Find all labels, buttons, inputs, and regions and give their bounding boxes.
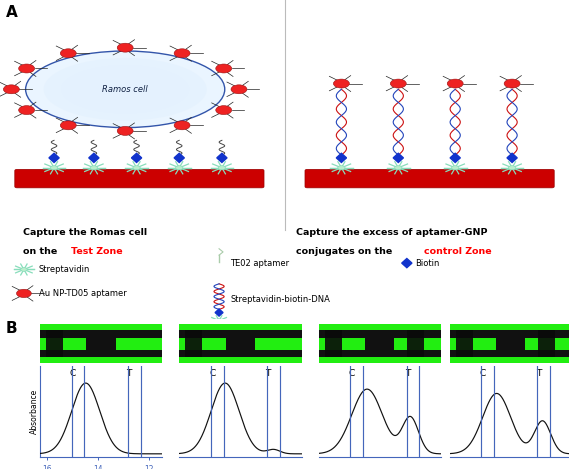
Circle shape — [117, 127, 133, 136]
Bar — [40, 349, 162, 357]
Circle shape — [117, 43, 133, 52]
Text: Streptavidin-biotin-DNA: Streptavidin-biotin-DNA — [230, 295, 331, 304]
Text: on the: on the — [23, 247, 60, 256]
Circle shape — [60, 121, 76, 130]
Circle shape — [231, 85, 247, 94]
Bar — [179, 349, 302, 357]
Text: Capture the excess of aptamer-GNP: Capture the excess of aptamer-GNP — [296, 228, 488, 237]
Text: Test Zone: Test Zone — [71, 247, 123, 256]
Text: TE02 aptamer: TE02 aptamer — [230, 258, 290, 268]
Text: T: T — [405, 370, 410, 378]
Polygon shape — [131, 153, 142, 162]
Circle shape — [216, 319, 222, 322]
Bar — [407, 330, 424, 357]
Text: T: T — [126, 370, 131, 378]
Polygon shape — [507, 153, 517, 162]
Bar — [86, 330, 116, 357]
Circle shape — [133, 166, 140, 170]
Circle shape — [452, 166, 459, 170]
Text: Ramos cell: Ramos cell — [102, 85, 148, 94]
Text: control Zone: control Zone — [424, 247, 492, 256]
Polygon shape — [402, 258, 412, 268]
Circle shape — [174, 121, 190, 130]
Bar — [450, 349, 569, 357]
Text: B: B — [6, 321, 18, 336]
Polygon shape — [215, 309, 223, 316]
Circle shape — [90, 166, 97, 170]
Circle shape — [509, 166, 516, 170]
Text: C: C — [209, 370, 216, 378]
Text: C: C — [70, 370, 76, 378]
Bar — [456, 330, 473, 357]
Bar — [226, 330, 255, 357]
Circle shape — [504, 79, 520, 88]
FancyBboxPatch shape — [15, 169, 264, 188]
Circle shape — [176, 166, 183, 170]
Polygon shape — [393, 153, 403, 162]
Circle shape — [447, 79, 463, 88]
Bar — [538, 330, 555, 357]
Circle shape — [218, 166, 225, 170]
Polygon shape — [217, 153, 227, 162]
Text: Au NP-TD05 aptamer: Au NP-TD05 aptamer — [39, 289, 126, 298]
Bar — [319, 330, 441, 338]
Text: Capture the Romas cell: Capture the Romas cell — [23, 228, 147, 237]
Ellipse shape — [44, 58, 207, 121]
Circle shape — [19, 106, 35, 114]
Circle shape — [390, 79, 406, 88]
Bar — [496, 330, 525, 357]
Text: Streptavidin: Streptavidin — [39, 265, 90, 274]
Text: T: T — [535, 370, 541, 378]
Polygon shape — [450, 153, 460, 162]
Text: C: C — [480, 370, 486, 378]
Circle shape — [60, 49, 76, 58]
Polygon shape — [49, 153, 59, 162]
Text: A: A — [6, 5, 18, 20]
Circle shape — [20, 268, 27, 272]
Bar — [319, 349, 441, 357]
Circle shape — [216, 64, 232, 73]
Circle shape — [338, 166, 345, 170]
Polygon shape — [174, 153, 184, 162]
Bar — [450, 330, 569, 338]
FancyBboxPatch shape — [305, 169, 554, 188]
Polygon shape — [336, 153, 347, 162]
Bar — [179, 330, 302, 338]
Bar — [325, 330, 342, 357]
Bar — [46, 330, 63, 357]
Circle shape — [333, 79, 349, 88]
Text: T: T — [265, 370, 271, 378]
Ellipse shape — [77, 71, 173, 108]
Circle shape — [395, 166, 402, 170]
Circle shape — [51, 166, 57, 170]
Circle shape — [3, 85, 19, 94]
Y-axis label: Absorbance: Absorbance — [30, 389, 39, 434]
Circle shape — [19, 64, 35, 73]
Bar — [40, 330, 162, 338]
Ellipse shape — [60, 64, 190, 114]
Text: C: C — [349, 370, 355, 378]
Text: Biotin: Biotin — [415, 258, 440, 268]
Bar — [365, 330, 394, 357]
Circle shape — [216, 106, 232, 114]
Ellipse shape — [26, 51, 225, 128]
Circle shape — [17, 289, 31, 297]
Text: conjugates on the: conjugates on the — [296, 247, 395, 256]
Circle shape — [174, 49, 190, 58]
Bar — [185, 330, 203, 357]
Polygon shape — [89, 153, 99, 162]
